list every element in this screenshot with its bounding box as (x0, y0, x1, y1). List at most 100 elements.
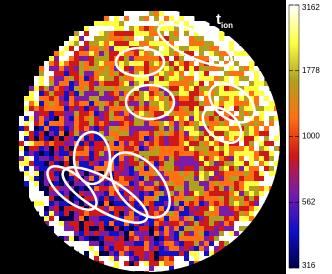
pixel (259, 96, 265, 102)
pixel (59, 46, 65, 52)
pixel (104, 236, 110, 242)
pixel (79, 41, 85, 47)
pixel (34, 126, 40, 132)
pixel (144, 226, 150, 232)
pixel (144, 181, 150, 187)
pixel (79, 136, 85, 142)
pixel (264, 81, 270, 87)
pixel (139, 111, 145, 117)
pixel (134, 146, 140, 152)
pixel (24, 176, 30, 182)
pixel (214, 26, 220, 32)
pixel (254, 201, 260, 207)
pixel (69, 141, 75, 147)
pixel (194, 256, 200, 262)
pixel (214, 201, 220, 207)
pixel (69, 111, 75, 117)
pixel (19, 126, 25, 132)
pixel (104, 61, 110, 67)
pixel (174, 31, 180, 37)
pixel (54, 116, 60, 122)
pixel (24, 181, 30, 187)
pixel (259, 186, 265, 192)
pixel (169, 201, 175, 207)
tick-label: 562 (302, 197, 316, 206)
pixel (69, 241, 75, 247)
pixel (74, 96, 80, 102)
pixel (169, 26, 175, 32)
pixel (34, 91, 40, 97)
pixel (184, 106, 190, 112)
pixel (159, 151, 165, 157)
pixel (99, 66, 105, 72)
pixel (29, 126, 35, 132)
pixel (84, 96, 90, 102)
pixel (39, 106, 45, 112)
pixel (249, 196, 255, 202)
pixel (59, 116, 65, 122)
pixel (234, 231, 240, 237)
pixel (174, 236, 180, 242)
pixel (79, 96, 85, 102)
pixel (134, 81, 140, 87)
pixel (34, 81, 40, 87)
pixel (219, 181, 225, 187)
pixel (29, 111, 35, 117)
pixel (214, 106, 220, 112)
pixel (159, 256, 165, 262)
pixel (204, 241, 210, 247)
pixel (194, 61, 200, 67)
pixel (144, 86, 150, 92)
pixel (69, 61, 75, 67)
pixel (134, 16, 140, 22)
pixel (34, 136, 40, 142)
pixel (139, 206, 145, 212)
pixel (144, 51, 150, 57)
pixel (204, 121, 210, 127)
pixel (74, 236, 80, 242)
pixel (249, 81, 255, 87)
pixel (139, 191, 145, 197)
pixel (169, 181, 175, 187)
pixel (184, 131, 190, 137)
pixel (239, 171, 245, 177)
pixel (154, 16, 160, 22)
pixel (104, 161, 110, 167)
pixel (199, 236, 205, 242)
pixel (124, 46, 130, 52)
pixel (264, 171, 270, 177)
pixel (159, 71, 165, 77)
pixel (234, 106, 240, 112)
pixel (144, 156, 150, 162)
pixel (119, 101, 125, 107)
pixel (229, 156, 235, 162)
pixel (269, 101, 275, 107)
pixel (209, 236, 215, 242)
pixel (129, 41, 135, 47)
pixel (74, 56, 80, 62)
pixel (69, 56, 75, 62)
pixel (54, 101, 60, 107)
pixel (179, 256, 185, 262)
pixel (94, 91, 100, 97)
pixel (114, 136, 120, 142)
pixel (134, 51, 140, 57)
pixel (149, 136, 155, 142)
pixel (154, 171, 160, 177)
pixel (159, 126, 165, 132)
pixel (239, 141, 245, 147)
pixel (29, 96, 35, 102)
pixel (89, 41, 95, 47)
pixel (234, 56, 240, 62)
pixel (174, 41, 180, 47)
pixel (134, 261, 140, 267)
pixel (44, 211, 50, 217)
pixel (69, 96, 75, 102)
pixel (189, 111, 195, 117)
pixel (184, 91, 190, 97)
pixel (219, 61, 225, 67)
pixel (154, 56, 160, 62)
pixel (89, 196, 95, 202)
pixel (79, 51, 85, 57)
pixel (129, 181, 135, 187)
